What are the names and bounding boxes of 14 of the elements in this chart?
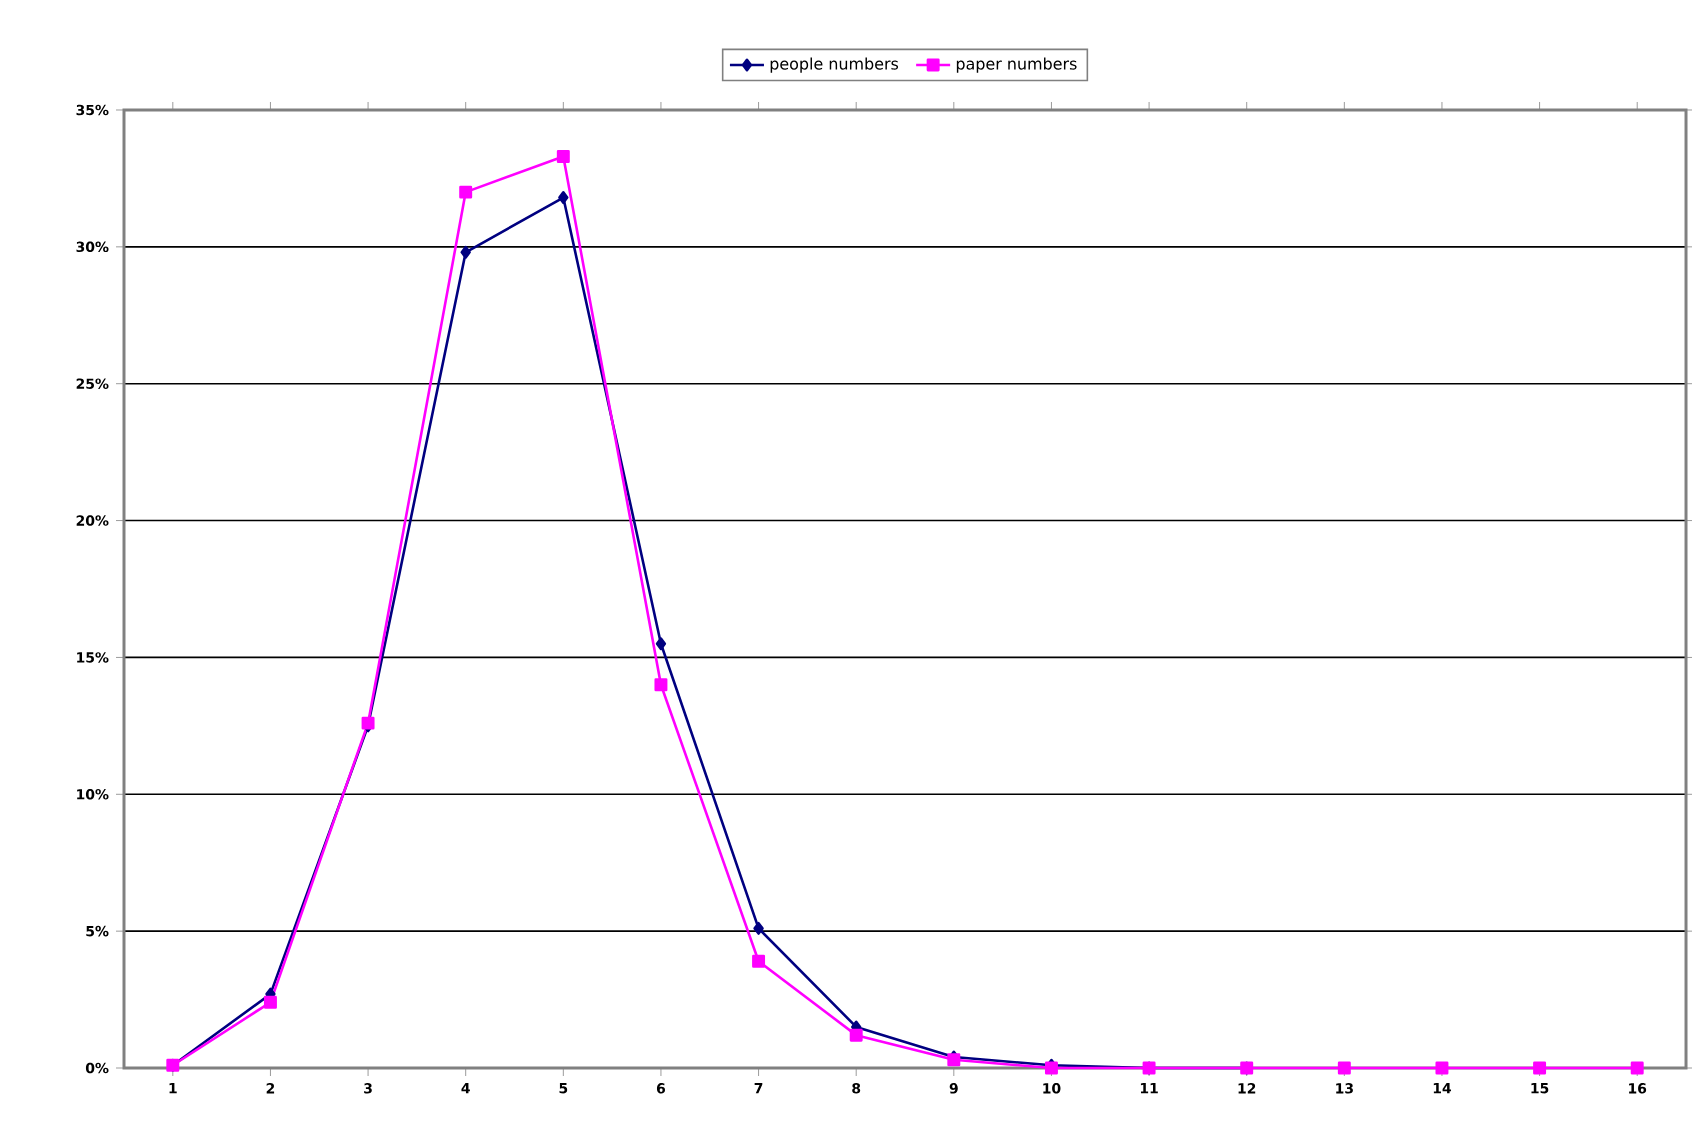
point bbox=[654, 678, 668, 692]
point bbox=[556, 150, 570, 163]
point bbox=[752, 954, 766, 968]
point bbox=[1630, 1061, 1644, 1075]
point bbox=[558, 191, 569, 205]
point bbox=[459, 185, 473, 199]
point bbox=[849, 1028, 863, 1042]
point bbox=[1435, 1061, 1449, 1075]
point bbox=[1337, 1061, 1351, 1075]
point bbox=[753, 921, 764, 935]
point bbox=[263, 995, 277, 1009]
point bbox=[460, 245, 471, 259]
point bbox=[1533, 1061, 1547, 1075]
point bbox=[655, 637, 667, 651]
